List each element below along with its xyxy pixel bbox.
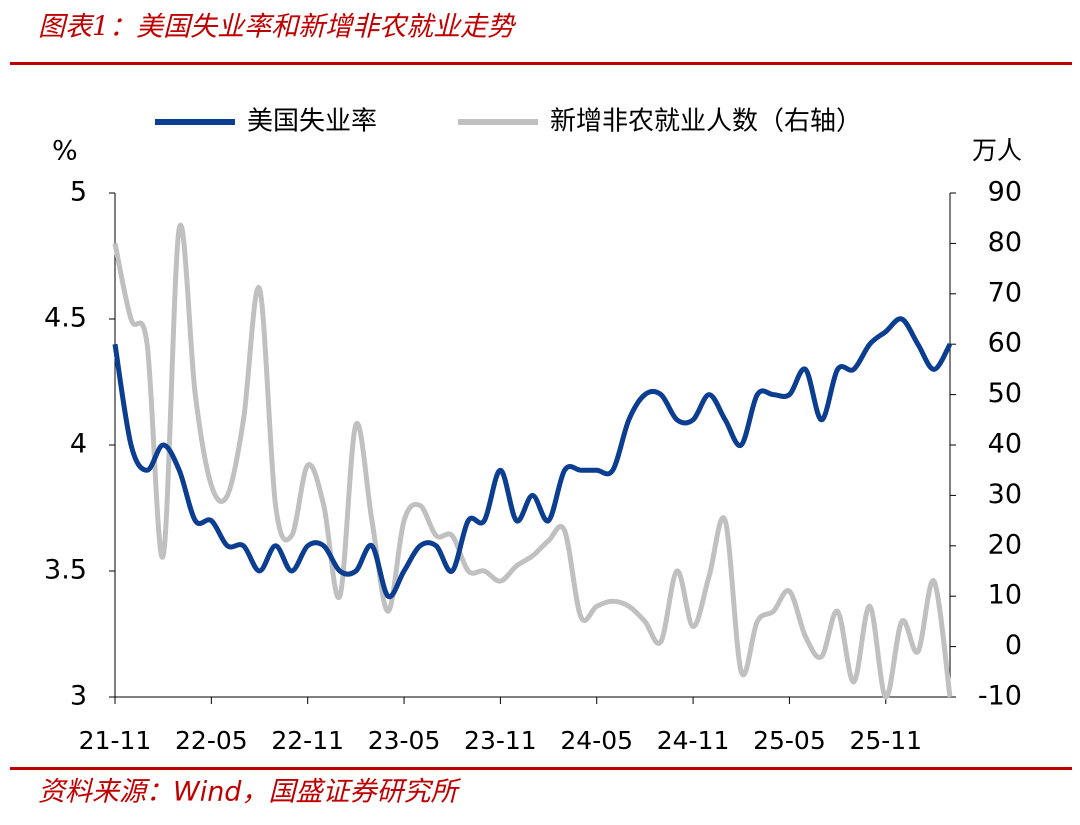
y2-tick-label: 30 <box>988 479 1022 510</box>
y2-axis-label: 万人 <box>972 136 1022 165</box>
x-tick-label: 22-11 <box>271 726 344 755</box>
top-rule <box>10 62 1072 65</box>
x-tick-label: 22-05 <box>175 726 248 755</box>
y2-tick-label: 80 <box>988 227 1022 258</box>
x-tick-label: 24-11 <box>657 726 730 755</box>
series-line <box>112 316 953 600</box>
y-tick-label: 4 <box>70 429 87 460</box>
y2-tick-label: 60 <box>988 328 1022 359</box>
y-tick-label: 3 <box>70 681 87 712</box>
x-tick-label: 21-11 <box>79 726 152 755</box>
chart-title: 图表1：美国失业率和新增非农就业走势 <box>38 12 517 43</box>
series-line <box>112 222 953 700</box>
bottom-rule <box>10 767 1072 770</box>
y-tick-label: 5 <box>70 177 87 208</box>
x-tick-label: 25-05 <box>753 726 826 755</box>
y2-tick-label: 10 <box>988 580 1022 611</box>
y2-tick-label: 40 <box>988 429 1022 460</box>
x-tick-label: 23-05 <box>368 726 441 755</box>
legend-label: 新增非农就业人数（右轴） <box>550 107 862 137</box>
source: 资料来源：Wind，国盛证券研究所 <box>38 777 461 808</box>
y-axis-label: % <box>52 136 78 167</box>
y2-tick-label: 0 <box>1005 630 1022 661</box>
y-tick-label: 4.5 <box>44 303 87 334</box>
legend-label: 美国失业率 <box>247 107 377 137</box>
x-tick-label: 24-05 <box>560 726 633 755</box>
y2-tick-label: 70 <box>988 277 1022 308</box>
y2-tick-label: 90 <box>988 177 1022 208</box>
y2-tick-label: -10 <box>978 681 1022 712</box>
y-tick-label: 3.5 <box>44 555 87 586</box>
x-tick-label: 25-11 <box>849 726 922 755</box>
y2-tick-label: 50 <box>988 378 1022 409</box>
x-tick-label: 23-11 <box>464 726 537 755</box>
y2-tick-label: 20 <box>988 529 1022 560</box>
